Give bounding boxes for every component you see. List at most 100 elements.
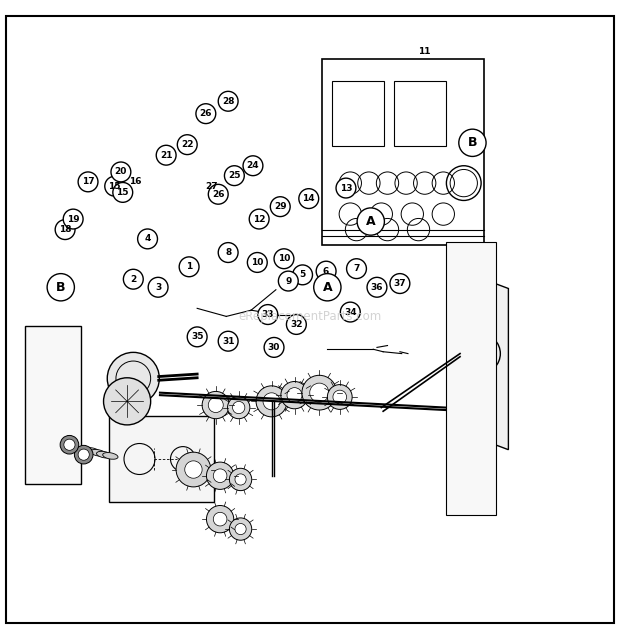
Text: 35: 35 (191, 332, 203, 341)
Text: 4: 4 (144, 235, 151, 243)
Circle shape (213, 469, 227, 482)
Text: 31: 31 (222, 337, 234, 346)
Circle shape (281, 381, 308, 409)
Polygon shape (108, 415, 214, 502)
Text: 37: 37 (394, 279, 406, 288)
Text: 27: 27 (206, 181, 218, 190)
Text: 22: 22 (181, 140, 193, 149)
Circle shape (206, 505, 234, 533)
Circle shape (347, 259, 366, 279)
Text: 20: 20 (115, 167, 127, 176)
Text: 26: 26 (212, 190, 224, 199)
Text: 15: 15 (108, 181, 121, 190)
Circle shape (256, 386, 287, 417)
Circle shape (229, 468, 252, 491)
FancyBboxPatch shape (394, 81, 446, 146)
Text: 34: 34 (344, 307, 356, 316)
Circle shape (316, 261, 336, 281)
Circle shape (196, 104, 216, 123)
Circle shape (187, 327, 207, 347)
Text: 25: 25 (228, 171, 241, 180)
Text: 11: 11 (418, 47, 431, 56)
Circle shape (113, 183, 133, 203)
Circle shape (60, 435, 79, 454)
Circle shape (177, 135, 197, 155)
Circle shape (218, 91, 238, 111)
Circle shape (138, 229, 157, 249)
Circle shape (202, 392, 229, 419)
Text: 2: 2 (130, 275, 136, 284)
Circle shape (74, 445, 93, 464)
Circle shape (176, 452, 211, 487)
Text: eReplacementParts.com: eReplacementParts.com (238, 310, 382, 323)
Ellipse shape (97, 451, 112, 458)
Ellipse shape (84, 447, 99, 454)
Text: 6: 6 (323, 266, 329, 275)
Circle shape (302, 375, 337, 410)
Circle shape (314, 273, 341, 301)
Circle shape (105, 176, 125, 196)
Circle shape (218, 331, 238, 351)
Text: A: A (322, 281, 332, 294)
Text: 14: 14 (303, 194, 315, 203)
Circle shape (208, 397, 223, 413)
Text: 10: 10 (278, 254, 290, 263)
Circle shape (340, 302, 360, 322)
Polygon shape (446, 242, 496, 515)
Text: 30: 30 (268, 343, 280, 352)
Text: 3: 3 (155, 283, 161, 292)
Circle shape (111, 162, 131, 182)
Circle shape (47, 273, 74, 301)
Circle shape (299, 189, 319, 208)
Circle shape (264, 337, 284, 357)
Circle shape (224, 166, 244, 185)
Text: 24: 24 (247, 161, 259, 170)
Circle shape (263, 393, 280, 410)
Text: 36: 36 (371, 283, 383, 292)
Circle shape (310, 383, 329, 402)
Polygon shape (459, 270, 508, 450)
Text: 18: 18 (59, 225, 71, 234)
Circle shape (235, 523, 246, 535)
Polygon shape (25, 326, 81, 484)
Circle shape (107, 352, 159, 404)
Circle shape (208, 184, 228, 204)
Text: 19: 19 (67, 215, 79, 224)
Circle shape (123, 269, 143, 289)
Text: 15: 15 (117, 188, 129, 197)
Text: 10: 10 (251, 258, 264, 267)
Circle shape (185, 461, 202, 478)
Circle shape (357, 208, 384, 235)
Circle shape (78, 172, 98, 192)
Circle shape (235, 474, 246, 485)
Circle shape (367, 277, 387, 297)
Circle shape (286, 314, 306, 334)
Text: B: B (56, 281, 66, 294)
Circle shape (270, 197, 290, 217)
Circle shape (156, 145, 176, 165)
Text: 29: 29 (274, 202, 286, 211)
Text: 12: 12 (253, 215, 265, 224)
Circle shape (333, 390, 347, 404)
Text: A: A (366, 215, 376, 228)
Circle shape (247, 252, 267, 272)
Text: B: B (467, 136, 477, 150)
Circle shape (258, 305, 278, 325)
Circle shape (78, 449, 89, 460)
Circle shape (104, 378, 151, 425)
Text: 17: 17 (82, 178, 94, 187)
Circle shape (390, 273, 410, 293)
Text: 13: 13 (340, 183, 352, 192)
Circle shape (274, 249, 294, 268)
Circle shape (278, 271, 298, 291)
Circle shape (243, 156, 263, 176)
Circle shape (213, 512, 227, 526)
Circle shape (327, 385, 352, 410)
Circle shape (218, 243, 238, 263)
Circle shape (229, 518, 252, 540)
Ellipse shape (91, 449, 105, 456)
Text: 26: 26 (200, 109, 212, 118)
Ellipse shape (103, 452, 118, 459)
Text: 21: 21 (160, 151, 172, 160)
Circle shape (55, 220, 75, 240)
